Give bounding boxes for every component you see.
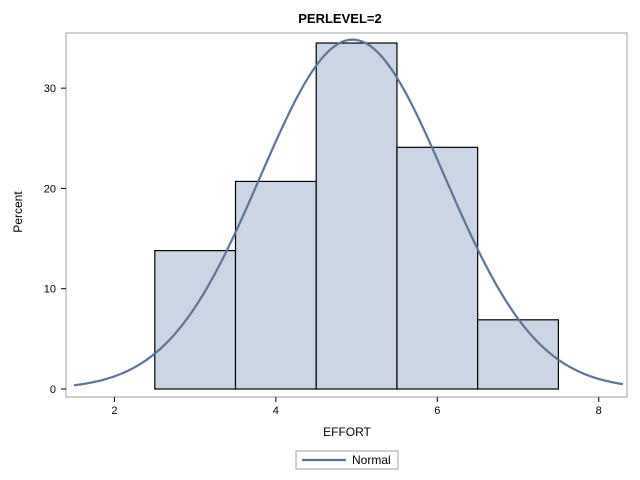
y-tick-label-20: 20 — [44, 183, 56, 195]
x-tick-label-8: 8 — [596, 405, 602, 417]
x-axis: 2 4 6 8 — [111, 397, 602, 417]
legend: Normal — [295, 450, 399, 470]
x-tick-label-6: 6 — [434, 405, 440, 417]
x-tick-label-2: 2 — [111, 405, 117, 417]
plot-frame — [65, 32, 628, 398]
x-axis-label: EFFORT — [323, 425, 371, 439]
y-axis-label: Percent — [11, 191, 25, 233]
y-axis: 0 10 20 30 — [44, 83, 66, 396]
histogram-bar-3 — [315, 42, 398, 390]
x-tick-label-4: 4 — [273, 405, 279, 417]
y-tick-label-0: 0 — [50, 384, 56, 396]
histogram-bar-4 — [396, 146, 479, 390]
histogram-bar-5 — [477, 319, 559, 390]
legend-box — [295, 450, 399, 470]
chart-title: PERLEVEL=2 — [298, 11, 381, 26]
normal-curve — [73, 38, 624, 387]
legend-label-normal: Normal — [352, 453, 391, 467]
histogram-bar-2 — [234, 180, 317, 390]
y-tick-label-30: 30 — [44, 83, 56, 95]
histogram-bars — [154, 42, 559, 390]
histogram-bar-1 — [154, 250, 237, 390]
y-tick-label-10: 10 — [44, 284, 56, 296]
